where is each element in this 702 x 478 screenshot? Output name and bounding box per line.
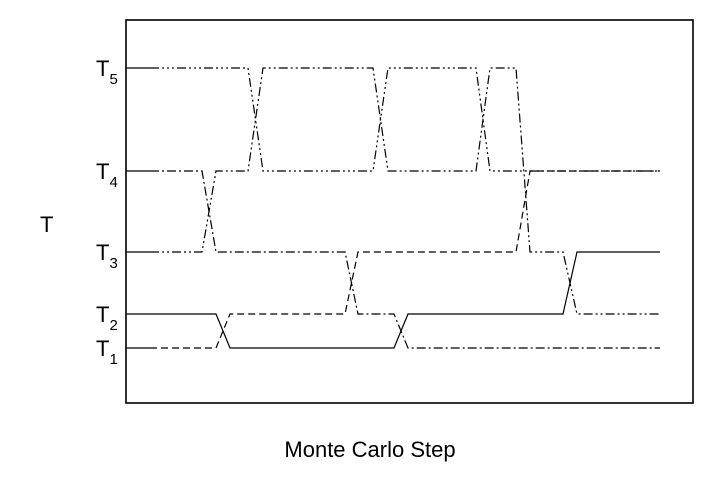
level-label-t1: T1 — [96, 336, 118, 368]
plot-frame — [125, 19, 694, 404]
replica-trajectory-dash3dot — [150, 67, 660, 172]
replica-trajectory-dashdot — [150, 170, 660, 349]
y-axis-label: T — [40, 212, 53, 237]
x-axis-label: Monte Carlo Step — [284, 437, 455, 462]
temperature-level-ticks — [126, 67, 150, 349]
replica-trajectories — [150, 67, 660, 349]
replica-trajectory-dash — [150, 170, 660, 349]
level-label-t4: T4 — [96, 159, 118, 191]
level-label-t5: T5 — [96, 56, 118, 88]
level-label-t3: T3 — [96, 240, 118, 272]
level-label-t2: T2 — [96, 302, 118, 334]
replica-trajectory-dash2dot — [150, 67, 660, 315]
replica-trajectory-solid — [150, 251, 660, 349]
